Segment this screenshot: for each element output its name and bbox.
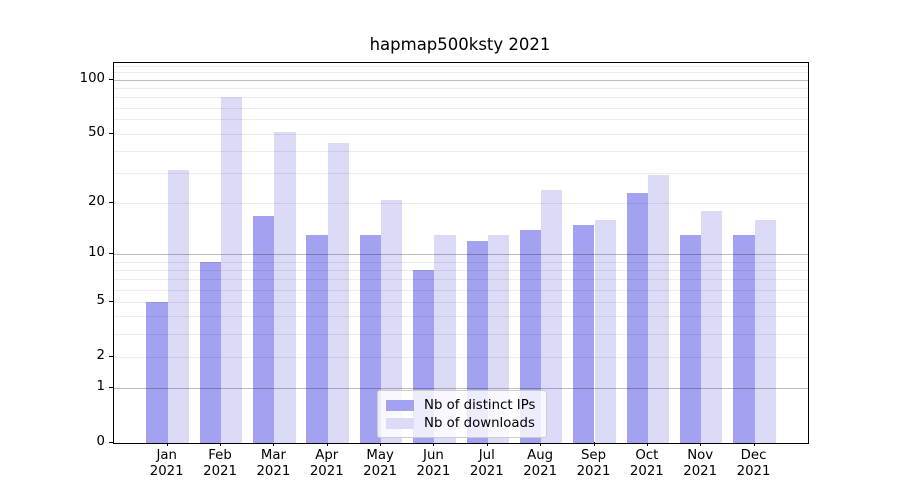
gridline-minor [114,172,808,174]
legend-swatch-distinct-ips [386,399,414,411]
y-tick-label: 1 [96,379,105,395]
gridline-minor [114,333,808,335]
gridline-minor [114,270,808,272]
gridline-minor [114,72,808,74]
gridline-major [114,79,808,81]
y-tick-label: 2 [96,347,105,363]
bar-feb-distinct-ips [199,261,222,443]
x-tick-mark [380,442,382,446]
x-tick-mark [700,442,702,446]
legend-label-downloads: Nb of downloads [424,415,535,431]
x-tick-label-jul: Jul 2021 [469,448,504,479]
gridline-minor [114,107,808,109]
gridline-minor [114,150,808,152]
x-tick-label-may: May 2021 [363,448,398,479]
y-tick-label: 50 [88,124,105,140]
gridline-minor [114,97,808,99]
x-tick-label-mar: Mar 2021 [256,448,291,479]
bar-apr-distinct-ips [306,235,328,443]
gridline-minor [114,356,808,358]
x-tick-label-oct: Oct 2021 [629,448,664,479]
gridline-minor [114,279,808,281]
bar-aug-downloads [541,189,563,443]
y-tick-label: 5 [96,292,105,308]
x-tick-mark [593,442,595,446]
x-tick-label-feb: Feb 2021 [203,448,237,479]
gridline-major [114,388,808,390]
x-tick-mark [326,442,328,446]
y-tick-label: 100 [79,70,105,86]
bar-jan-distinct-ips [146,301,168,443]
bar-may-distinct-ips [359,235,382,443]
bar-mar-distinct-ips [253,215,275,443]
bar-nov-distinct-ips [679,235,702,443]
x-tick-label-dec: Dec 2021 [736,448,771,479]
y-tick-label: 10 [88,245,105,261]
bar-mar-downloads [274,132,296,443]
y-tick-mark [109,300,113,302]
y-tick-label: 20 [88,194,105,210]
gridline-minor [114,301,808,303]
x-tick-label-jan: Jan 2021 [149,448,184,479]
x-tick-mark [273,442,275,446]
bar-nov-downloads [701,211,723,443]
legend: Nb of distinct IPs Nb of downloads [377,390,547,438]
gridline-minor [114,87,808,89]
x-tick-mark [166,442,168,446]
x-tick-mark [433,442,435,446]
y-tick-mark [109,202,113,204]
x-tick-mark [540,442,542,446]
x-tick-label-sep: Sep 2021 [576,448,611,479]
bar-dec-distinct-ips [733,235,755,443]
legend-swatch-downloads [386,417,414,429]
bar-oct-downloads [647,175,670,443]
gridline-major [114,254,808,256]
x-tick-mark [646,442,648,446]
gridline-minor [114,203,808,205]
bar-feb-downloads [221,97,243,443]
y-tick-mark [109,442,113,443]
gridline-minor [114,316,808,318]
x-tick-mark [220,442,222,446]
gridline-minor [114,289,808,291]
bar-may-downloads [381,199,403,443]
chart-title: hapmap500ksty 2021 [369,35,551,54]
x-tick-label-apr: Apr 2021 [309,448,344,479]
x-tick-mark [486,442,488,446]
x-tick-label-jun: Jun 2021 [416,448,451,479]
gridline-minor [114,119,808,121]
y-tick-mark [109,132,113,134]
bar-sep-distinct-ips [573,224,595,443]
x-tick-mark [753,442,755,446]
x-tick-label-nov: Nov 2021 [683,448,718,479]
legend-row: Nb of downloads [386,414,538,432]
x-tick-label-aug: Aug 2021 [523,448,558,479]
bar-oct-distinct-ips [626,192,648,443]
plot-area [113,62,809,444]
bar-apr-downloads [327,143,350,443]
bar-jan-downloads [167,170,189,443]
y-tick-mark [109,355,113,357]
gridline-minor [114,65,808,67]
y-tick-mark [109,78,113,80]
bar-aug-distinct-ips [519,229,542,443]
y-tick-label: 0 [96,434,105,449]
legend-label-distinct-ips: Nb of distinct IPs [424,397,536,413]
bar-sep-downloads [594,220,616,443]
y-tick-mark [109,387,113,389]
legend-row: Nb of distinct IPs [386,396,538,414]
gridline-minor [114,261,808,263]
gridline-minor [114,133,808,135]
bar-dec-downloads [754,220,776,443]
y-tick-mark [109,253,113,255]
